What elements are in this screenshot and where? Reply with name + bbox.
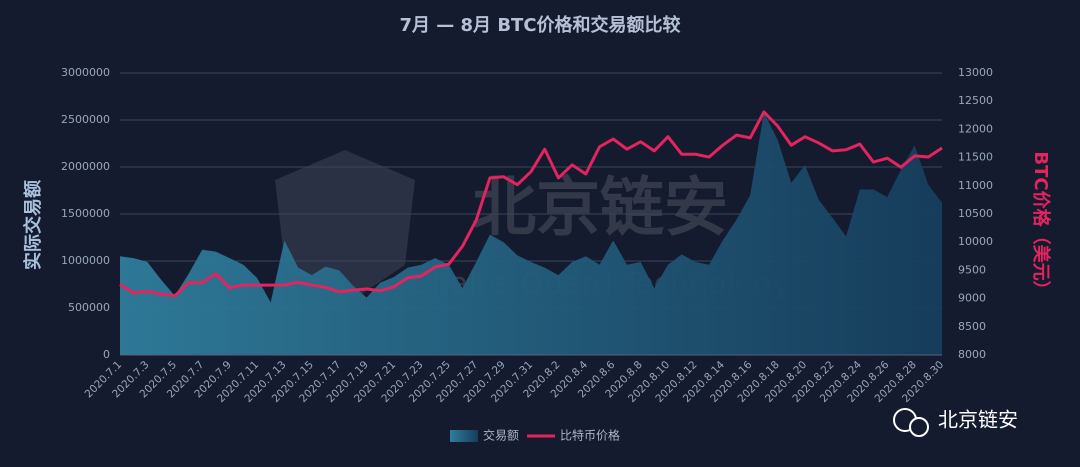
chart-title: 7月 — 8月 BTC价格和交易额比较 xyxy=(399,14,680,36)
line xyxy=(119,110,943,298)
logo-icon xyxy=(909,417,929,437)
y-tick-label: 1500000 xyxy=(61,207,110,220)
y-tick-label: 2000000 xyxy=(61,160,110,173)
y2-tick-label: 10000 xyxy=(958,235,993,248)
y2-tick-label: 8000 xyxy=(958,348,986,361)
legend-label: 比特币价格 xyxy=(560,428,620,443)
legend-swatch xyxy=(450,430,478,442)
y-tick-label: 2500000 xyxy=(61,113,110,126)
y2-tick-label: 12500 xyxy=(958,94,993,107)
y2-tick-label: 12000 xyxy=(958,122,993,135)
y-tick-label: 1000000 xyxy=(61,254,110,267)
y2-tick-label: 11500 xyxy=(958,151,993,164)
area xyxy=(120,112,942,355)
y2-tick-label: 9000 xyxy=(958,292,986,305)
y-tick-label: 0 xyxy=(103,348,110,361)
y-tick-label: 500000 xyxy=(68,301,110,314)
y2-tick-label: 8500 xyxy=(958,320,986,333)
y2-tick-label: 11000 xyxy=(958,179,993,192)
y-tick-label: 3000000 xyxy=(61,66,110,79)
y2-tick-label: 9500 xyxy=(958,263,986,276)
logo-text: 北京链安 xyxy=(938,408,1018,432)
y-axis-title: 实际交易额 xyxy=(22,180,44,270)
watermark-logo xyxy=(275,150,415,305)
y2-axis-title: BTC价格（美元） xyxy=(1030,151,1052,298)
watermark-title: 北京链安 xyxy=(472,172,728,246)
y2-tick-label: 13000 xyxy=(958,66,993,79)
legend-label: 交易额 xyxy=(483,428,519,443)
y2-tick-label: 10500 xyxy=(958,207,993,220)
